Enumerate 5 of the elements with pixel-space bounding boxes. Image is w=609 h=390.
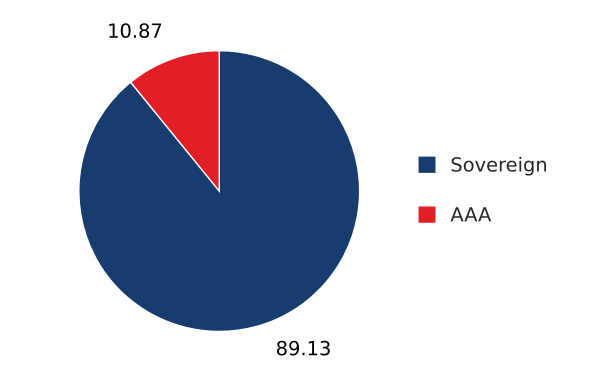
legend-label: AAA <box>450 207 492 222</box>
data-label: 10.87 <box>109 23 162 38</box>
data-label: 89.13 <box>276 340 330 356</box>
pie-slice <box>78 50 360 332</box>
legend-label: Sovereign <box>452 156 546 176</box>
